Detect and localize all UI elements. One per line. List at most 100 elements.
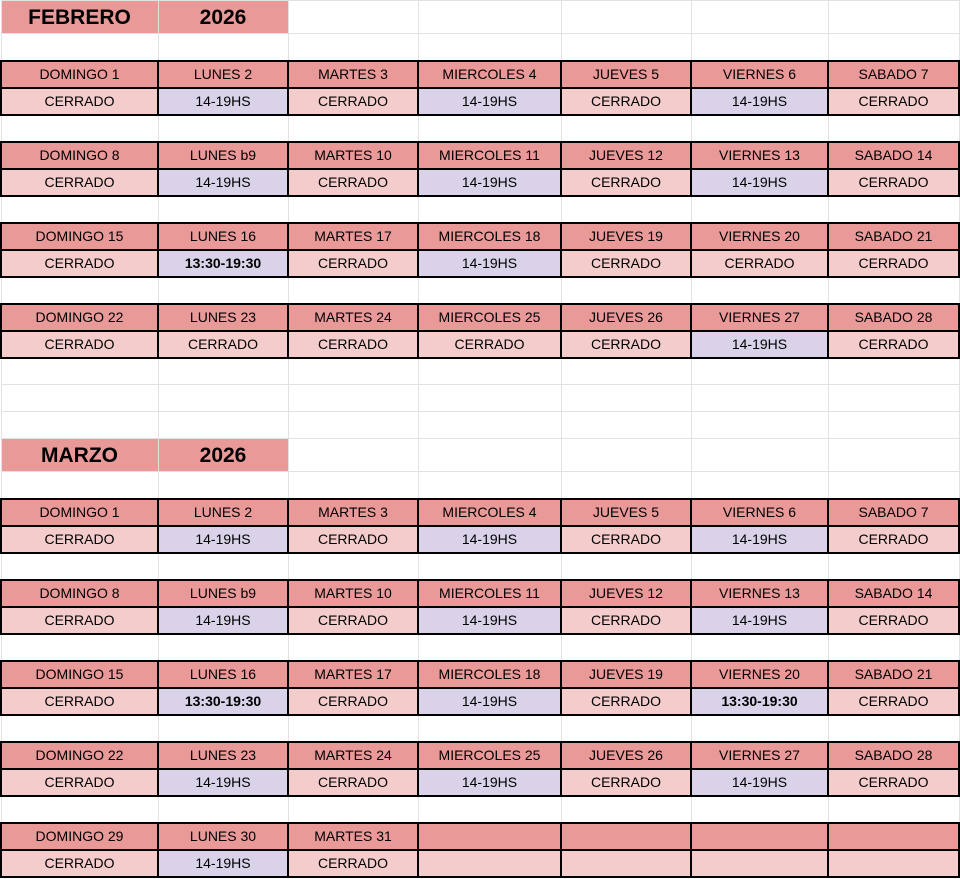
day-header-cell[interactable]: VIERNES 27	[690, 740, 829, 770]
schedule-cell[interactable]: CERRADO	[827, 167, 960, 197]
schedule-cell[interactable]: CERRADO	[0, 86, 159, 116]
schedule-cell[interactable]: CERRADO	[827, 605, 960, 635]
year-cell[interactable]: 2026	[157, 438, 289, 472]
day-header-cell[interactable]: DOMINGO 15	[0, 659, 159, 689]
schedule-cell[interactable]: 14-19HS	[417, 686, 562, 716]
schedule-cell[interactable]: CERRADO	[827, 524, 960, 554]
day-header-cell[interactable]: DOMINGO 8	[0, 140, 159, 170]
day-header-cell[interactable]: JUEVES 19	[560, 659, 692, 689]
schedule-cell[interactable]: CERRADO	[560, 86, 692, 116]
schedule-cell[interactable]: CERRADO	[560, 167, 692, 197]
day-header-cell[interactable]: DOMINGO 15	[0, 221, 159, 251]
day-header-cell[interactable]: MARTES 10	[287, 140, 419, 170]
schedule-cell[interactable]: CERRADO	[0, 248, 159, 278]
schedule-cell[interactable]: CERRADO	[0, 686, 159, 716]
day-header-cell[interactable]: MARTES 17	[287, 221, 419, 251]
schedule-cell[interactable]: CERRADO	[287, 767, 419, 797]
schedule-cell[interactable]: 14-19HS	[690, 524, 829, 554]
schedule-cell[interactable]: CERRADO	[287, 167, 419, 197]
day-header-cell[interactable]: DOMINGO 29	[0, 821, 159, 851]
schedule-cell[interactable]: CERRADO	[827, 686, 960, 716]
schedule-cell[interactable]: CERRADO	[560, 329, 692, 359]
schedule-cell[interactable]: CERRADO	[287, 248, 419, 278]
schedule-cell[interactable]: CERRADO	[287, 605, 419, 635]
day-header-cell[interactable]: LUNES 23	[157, 302, 289, 332]
schedule-cell[interactable]: 14-19HS	[157, 767, 289, 797]
schedule-cell[interactable]: CERRADO	[287, 524, 419, 554]
day-header-cell[interactable]: DOMINGO 8	[0, 578, 159, 608]
day-header-cell[interactable]: VIERNES 27	[690, 302, 829, 332]
schedule-cell[interactable]: 14-19HS	[690, 767, 829, 797]
schedule-cell[interactable]: CERRADO	[0, 848, 159, 878]
day-header-cell[interactable]: LUNES 16	[157, 659, 289, 689]
schedule-cell[interactable]: 14-19HS	[157, 848, 289, 878]
schedule-cell[interactable]: CERRADO	[827, 767, 960, 797]
day-header-cell[interactable]: MIERCOLES 18	[417, 221, 562, 251]
schedule-cell[interactable]: 14-19HS	[417, 167, 562, 197]
schedule-cell[interactable]: 14-19HS	[417, 248, 562, 278]
month-title-cell[interactable]: MARZO	[0, 438, 159, 472]
schedule-cell[interactable]: CERRADO	[560, 248, 692, 278]
day-header-cell[interactable]: MARTES 17	[287, 659, 419, 689]
day-header-cell[interactable]: MIERCOLES 18	[417, 659, 562, 689]
schedule-cell[interactable]: 14-19HS	[417, 86, 562, 116]
day-header-cell[interactable]: LUNES 23	[157, 740, 289, 770]
day-header-cell[interactable]: JUEVES 12	[560, 140, 692, 170]
month-title-cell[interactable]: FEBRERO	[0, 0, 159, 34]
day-header-cell[interactable]: JUEVES 26	[560, 302, 692, 332]
day-header-cell[interactable]: SABADO 21	[827, 221, 960, 251]
schedule-cell[interactable]: CERRADO	[287, 848, 419, 878]
day-header-cell[interactable]: SABADO 21	[827, 659, 960, 689]
schedule-cell[interactable]: CERRADO	[560, 605, 692, 635]
day-header-cell[interactable]: VIERNES 13	[690, 140, 829, 170]
day-header-cell[interactable]: MARTES 3	[287, 59, 419, 89]
schedule-cell[interactable]: CERRADO	[560, 524, 692, 554]
schedule-cell[interactable]: 14-19HS	[690, 329, 829, 359]
schedule-cell[interactable]: 14-19HS	[690, 86, 829, 116]
day-header-cell[interactable]: LUNES 16	[157, 221, 289, 251]
day-header-cell[interactable]: MIERCOLES 11	[417, 140, 562, 170]
schedule-cell[interactable]: CERRADO	[827, 248, 960, 278]
schedule-cell[interactable]: CERRADO	[0, 767, 159, 797]
day-header-cell[interactable]: VIERNES 6	[690, 59, 829, 89]
schedule-cell[interactable]: 14-19HS	[157, 167, 289, 197]
day-header-cell[interactable]: JUEVES 12	[560, 578, 692, 608]
schedule-cell[interactable]: CERRADO	[417, 329, 562, 359]
day-header-cell[interactable]: MIERCOLES 4	[417, 497, 562, 527]
schedule-cell[interactable]: CERRADO	[690, 248, 829, 278]
day-header-cell[interactable]: SABADO 28	[827, 740, 960, 770]
day-header-cell[interactable]: DOMINGO 22	[0, 302, 159, 332]
schedule-cell[interactable]: CERRADO	[560, 686, 692, 716]
day-header-cell[interactable]: LUNES 2	[157, 59, 289, 89]
schedule-cell[interactable]: CERRADO	[0, 167, 159, 197]
schedule-cell[interactable]: 14-19HS	[157, 524, 289, 554]
schedule-cell[interactable]: CERRADO	[827, 86, 960, 116]
day-header-cell[interactable]: DOMINGO 1	[0, 59, 159, 89]
schedule-cell[interactable]: 13:30-19:30	[157, 686, 289, 716]
schedule-cell[interactable]: CERRADO	[157, 329, 289, 359]
day-header-cell[interactable]: JUEVES 19	[560, 221, 692, 251]
schedule-cell[interactable]: 14-19HS	[157, 86, 289, 116]
day-header-cell[interactable]: DOMINGO 1	[0, 497, 159, 527]
day-header-cell[interactable]: MIERCOLES 25	[417, 302, 562, 332]
day-header-cell[interactable]: LUNES b9	[157, 140, 289, 170]
schedule-cell[interactable]: CERRADO	[0, 605, 159, 635]
day-header-cell[interactable]: MARTES 24	[287, 302, 419, 332]
year-cell[interactable]: 2026	[157, 0, 289, 34]
day-header-cell[interactable]: MARTES 3	[287, 497, 419, 527]
day-header-cell[interactable]: SABADO 28	[827, 302, 960, 332]
schedule-cell[interactable]: CERRADO	[0, 329, 159, 359]
schedule-cell[interactable]: CERRADO	[560, 767, 692, 797]
day-header-cell[interactable]: SABADO 7	[827, 59, 960, 89]
day-header-cell[interactable]: LUNES 2	[157, 497, 289, 527]
schedule-cell[interactable]: CERRADO	[287, 686, 419, 716]
day-header-cell[interactable]: LUNES b9	[157, 578, 289, 608]
schedule-cell[interactable]: 14-19HS	[690, 605, 829, 635]
day-header-cell[interactable]: SABADO 14	[827, 140, 960, 170]
day-header-cell[interactable]: VIERNES 6	[690, 497, 829, 527]
day-header-cell[interactable]: SABADO 14	[827, 578, 960, 608]
day-header-cell[interactable]: MIERCOLES 25	[417, 740, 562, 770]
day-header-cell[interactable]: MIERCOLES 4	[417, 59, 562, 89]
schedule-cell[interactable]: 14-19HS	[690, 167, 829, 197]
day-header-cell[interactable]: MARTES 24	[287, 740, 419, 770]
